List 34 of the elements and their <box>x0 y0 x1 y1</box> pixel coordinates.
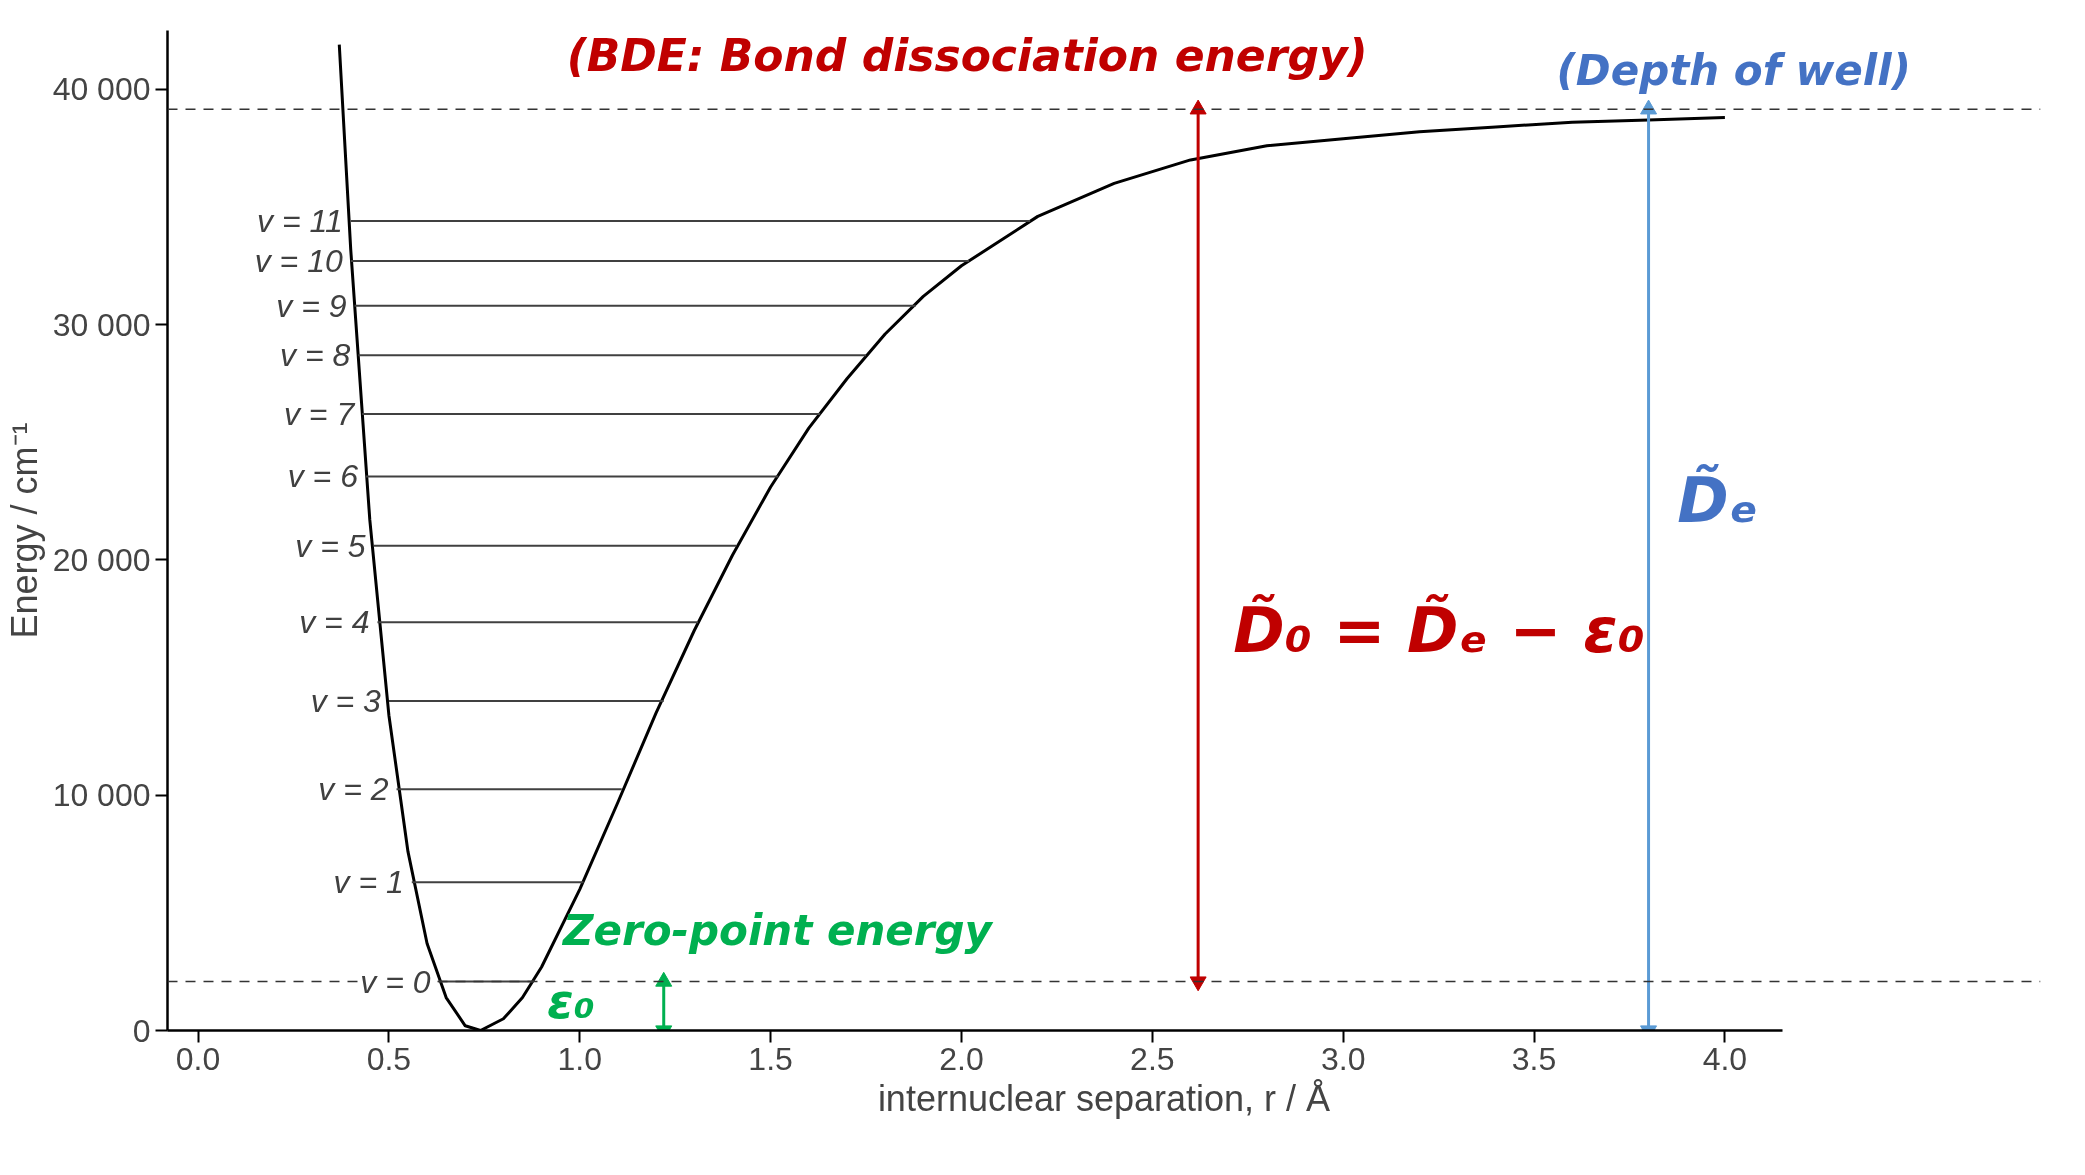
series-label: v = 0 <box>360 963 431 1000</box>
x-tick-label: 0.5 <box>366 1040 412 1077</box>
y-tick-label: 10 000 <box>52 777 151 814</box>
annotation: (Depth of well) <box>1556 46 1911 95</box>
x-tick-label: 1.5 <box>748 1040 793 1077</box>
series-label: v = 1 <box>333 864 404 901</box>
series-label: v = 9 <box>276 287 347 324</box>
annotation: ε₀ <box>546 972 595 1029</box>
annotation: Zero-point energy <box>561 906 994 955</box>
x-tick-label: 3.0 <box>1320 1040 1366 1077</box>
annotation: D̃ₑ <box>1677 463 1759 537</box>
series-label: v = 2 <box>318 771 389 808</box>
series-label: v = 5 <box>295 527 366 564</box>
series-label: v = 7 <box>283 396 356 433</box>
y-axis-title: Energy / cm⁻¹ <box>3 422 45 639</box>
series-label: v = 8 <box>280 337 351 374</box>
x-tick-label: 2.0 <box>939 1040 984 1077</box>
series-label: v = 6 <box>287 458 359 495</box>
y-tick-label: 20 000 <box>52 541 151 578</box>
annotation: (BDE: Bond dissociation energy) <box>566 30 1368 81</box>
x-tick-label: 2.5 <box>1130 1040 1175 1077</box>
x-axis-title: internuclear separation, r / Å <box>877 1077 1331 1119</box>
x-tick-label: 1.0 <box>557 1040 602 1077</box>
series-label: v = 3 <box>310 683 382 720</box>
y-tick-label: 0 <box>132 1012 151 1049</box>
y-tick-label: 30 000 <box>52 306 151 343</box>
annotation: D̃₀ = D̃ₑ − ε₀ <box>1233 593 1645 667</box>
series-label: v = 10 <box>254 243 343 280</box>
y-tick-label: 40 000 <box>52 71 151 108</box>
x-tick-label: 0.0 <box>175 1040 221 1077</box>
series-label: v = 4 <box>299 604 370 641</box>
series-label: v = 11 <box>257 203 343 240</box>
x-tick-label: 3.5 <box>1511 1040 1557 1077</box>
x-tick-label: 4.0 <box>1702 1040 1748 1077</box>
